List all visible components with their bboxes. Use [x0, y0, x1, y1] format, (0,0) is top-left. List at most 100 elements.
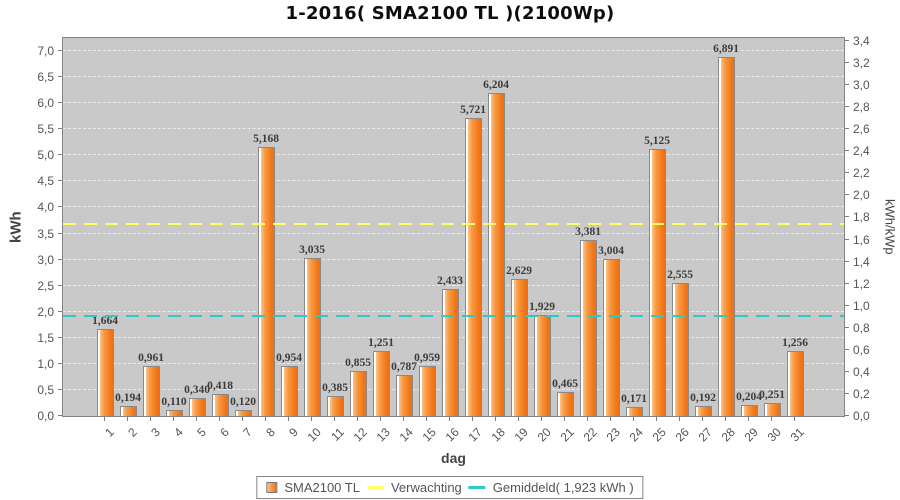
x-tick-mark: [725, 417, 726, 421]
y-tick-left: 1,5: [37, 330, 54, 345]
bar-value-label: 2,629: [506, 264, 532, 277]
bar-value-label: 2,433: [437, 275, 463, 288]
y-tick-left: 4,0: [37, 200, 54, 215]
y-tick-left: 4,5: [37, 174, 54, 189]
y-tick-mark-right: [845, 216, 849, 218]
y-tick-mark-left: [58, 154, 62, 156]
y-tick-mark-right: [845, 326, 849, 328]
bar-day-11: [326, 395, 344, 416]
bar-value-label: 0,340: [184, 384, 210, 397]
x-tick-mark: [150, 417, 151, 421]
yellow-swatch-icon: [366, 486, 384, 489]
bar-day-6: [211, 394, 229, 416]
y-tick-mark-right: [845, 172, 849, 174]
y-tick-right: 2,6: [853, 122, 870, 137]
y-tick-mark-right: [845, 194, 849, 196]
legend-label: Gemiddeld( 1,923 kWh ): [492, 480, 634, 495]
y-tick-right: 3,0: [853, 78, 870, 93]
bar-value-label: 5,125: [644, 134, 670, 147]
y-axis-right: 0,0 0,2 0,4 0,6 0,8 1,0 1,2 1,4 1,6 1,8 2,0 2,2 2,4 2…: [845, 34, 900, 423]
y-axis-label-right: kWh/kWp: [882, 199, 898, 255]
bar-value-label: 0,110: [161, 396, 187, 409]
y-tick-right: 1,8: [853, 210, 870, 225]
y-tick-mark-right: [845, 84, 849, 86]
gridline: [63, 128, 844, 130]
reference-line-verwachting: [63, 223, 844, 226]
bar-value-label: 3,035: [299, 243, 325, 256]
y-tick-left: 0,0: [37, 409, 54, 423]
bar-value-label: 0,855: [345, 357, 371, 370]
x-tick-mark: [472, 417, 473, 421]
y-tick-right: 1,0: [853, 298, 870, 313]
y-tick-right: 2,0: [853, 188, 870, 203]
y-tick-right: 2,2: [853, 166, 870, 181]
x-tick-mark: [702, 417, 703, 421]
bar-value-label: 2,555: [667, 268, 693, 281]
bar-day-22: [579, 239, 597, 416]
bar-value-label: 1,251: [368, 336, 394, 349]
y-tick-left: 1,0: [37, 356, 54, 371]
y-axis-left: 0,0 0,5 1,0 1,5 2,0 2,5 3,0 3,5 4,0 4,5 5,0 5,5 6,0 6…: [0, 38, 62, 423]
bar-day-16: [441, 289, 459, 416]
gridline: [63, 102, 844, 104]
y-tick-right: 3,2: [853, 56, 870, 71]
legend-label: SMA2100 TL: [284, 480, 360, 495]
bar-day-19: [510, 278, 528, 416]
bar-day-2: [119, 405, 137, 416]
bar-day-24: [625, 407, 643, 416]
y-tick-mark-left: [58, 415, 62, 416]
y-tick-mark-right: [845, 62, 849, 64]
y-tick-mark-right: [845, 304, 849, 306]
y-tick-left: 6,5: [37, 70, 54, 85]
bar-day-5: [188, 398, 206, 416]
chart-title: 1-2016( SMA2100 TL )(2100Wp): [285, 3, 615, 24]
gridline: [63, 180, 844, 182]
y-tick-mark-right: [845, 106, 849, 108]
y-tick-left: 0,5: [37, 382, 54, 397]
x-tick-mark: [748, 417, 749, 421]
y-tick-right: 0,2: [853, 386, 870, 401]
bar-day-4: [165, 410, 183, 416]
y-tick-mark-left: [58, 310, 62, 312]
reference-line-gemiddeld: [63, 314, 844, 317]
bar-day-12: [349, 371, 367, 416]
gridline: [63, 284, 844, 286]
x-tick-mark: [104, 417, 105, 421]
x-tick-mark: [495, 417, 496, 421]
y-tick-mark-left: [58, 362, 62, 364]
x-tick-mark: [242, 417, 243, 421]
y-tick-right: 3,4: [853, 34, 870, 48]
y-tick-left: 3,5: [37, 226, 54, 241]
bar-value-label: 0,194: [115, 391, 141, 404]
x-tick-mark: [633, 417, 634, 421]
gridline: [63, 50, 844, 51]
y-tick-mark-right: [845, 40, 849, 41]
x-tick-mark: [173, 417, 174, 421]
y-tick-right: 0,8: [853, 320, 870, 335]
y-tick-left: 2,5: [37, 278, 54, 293]
bar-day-30: [763, 402, 781, 416]
bar-day-10: [303, 257, 321, 416]
bar-day-18: [487, 92, 505, 416]
y-tick-right: 1,6: [853, 232, 870, 247]
bar-value-label: 0,120: [230, 395, 256, 408]
gridline: [63, 206, 844, 208]
y-tick-mark-left: [58, 102, 62, 104]
x-tick-mark: [449, 417, 450, 421]
x-tick-mark: [127, 417, 128, 421]
y-tick-mark-left: [58, 206, 62, 208]
x-tick-mark: [610, 417, 611, 421]
x-tick-mark: [794, 417, 795, 421]
y-tick-right: 1,4: [853, 254, 870, 269]
gridline: [63, 258, 844, 260]
x-tick-mark: [219, 417, 220, 421]
bar-day-1: [96, 329, 114, 416]
x-tick-mark: [656, 417, 657, 421]
bar-day-13: [372, 350, 390, 416]
bar-value-label: 0,171: [621, 393, 647, 406]
x-tick-mark: [288, 417, 289, 421]
y-tick-mark-left: [58, 232, 62, 234]
x-tick-mark: [587, 417, 588, 421]
y-tick-left: 5,5: [37, 122, 54, 137]
